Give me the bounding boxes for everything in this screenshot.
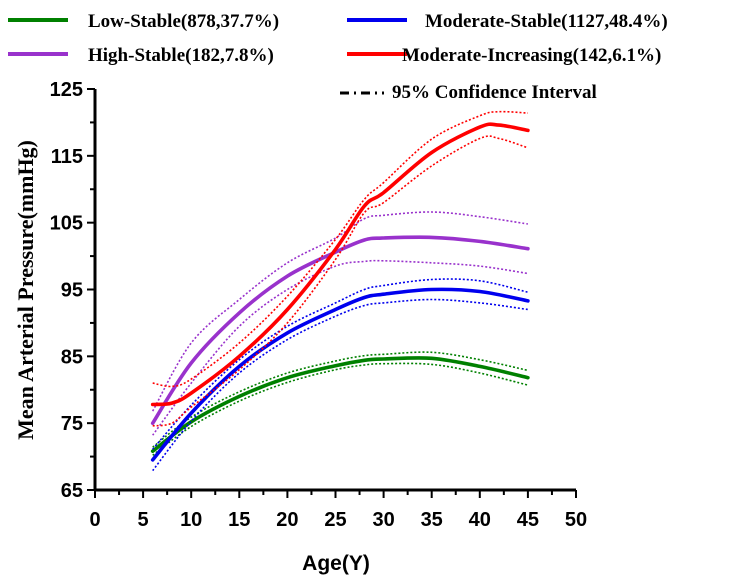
ci-upper-line: [152, 278, 529, 450]
ci-lower-line: [152, 259, 529, 436]
series-line: [150, 287, 530, 462]
legend-item-confidence-interval: 95% Confidence Interval: [340, 82, 597, 103]
series-layer: [150, 110, 530, 472]
legend-item-moderate-increasing: Moderate-Increasing(142,6.1%): [347, 45, 661, 66]
y-axis-label: Mean Arterial Pressure(mmHg): [13, 140, 38, 440]
series-moderate-stable: [150, 278, 530, 472]
legend-label-moderate-increasing: Moderate-Increasing(142,6.1%): [402, 45, 661, 66]
series-line: [150, 122, 530, 407]
x-axis-label: Age(Y): [302, 552, 370, 575]
y-tick-label: 75: [61, 413, 83, 435]
ci-lower-line: [152, 298, 529, 472]
x-tick-label: 25: [324, 509, 346, 531]
legend-item-moderate-stable: Moderate-Stable(1127,48.4%): [347, 11, 668, 32]
x-tick-label: 10: [180, 509, 202, 531]
ci-lower-line: [152, 362, 529, 456]
y-tick-label: 95: [61, 280, 83, 302]
series-moderate-increasing: [150, 110, 530, 427]
legend-label-high-stable: High-Stable(182,7.8%): [88, 45, 274, 66]
y-axis-ticks: 65 75 85 95 105 115 125: [50, 79, 95, 502]
x-tick-label: 45: [517, 509, 539, 531]
ci-upper-line: [152, 110, 528, 388]
axes: 0 5 10 15 20 25 30 35 40 45 50 65 75 85 95 105 115 125: [50, 79, 588, 531]
legend-item-low-stable: Low-Stable(878,37.7%): [8, 11, 279, 32]
x-tick-label: 50: [565, 509, 587, 531]
series-line: [150, 356, 530, 453]
ci-lower-line: [152, 135, 529, 427]
x-tick-label: 0: [89, 509, 100, 531]
x-axis-ticks: 0 5 10 15 20 25 30 35 40 45 50: [89, 490, 587, 531]
x-tick-label: 40: [469, 509, 491, 531]
legend-label-moderate-stable: Moderate-Stable(1127,48.4%): [425, 11, 668, 32]
legend: Low-Stable(878,37.7%) Moderate-Stable(11…: [8, 11, 668, 103]
series-line: [150, 235, 530, 425]
series-low-stable: [150, 351, 530, 456]
x-tick-label: 20: [276, 509, 298, 531]
x-tick-label: 30: [372, 509, 394, 531]
ci-upper-line: [152, 351, 529, 448]
y-tick-label: 115: [51, 146, 83, 168]
y-tick-label: 125: [50, 79, 83, 101]
legend-label-confidence-interval: 95% Confidence Interval: [392, 82, 597, 103]
x-tick-label: 15: [228, 509, 250, 531]
legend-label-low-stable: Low-Stable(878,37.7%): [88, 11, 279, 32]
y-tick-label: 85: [61, 346, 83, 368]
x-tick-label: 35: [421, 509, 443, 531]
legend-item-high-stable: High-Stable(182,7.8%): [8, 45, 274, 66]
y-tick-label: 105: [50, 213, 83, 235]
x-tick-label: 5: [138, 509, 149, 531]
y-tick-label: 65: [61, 480, 83, 502]
